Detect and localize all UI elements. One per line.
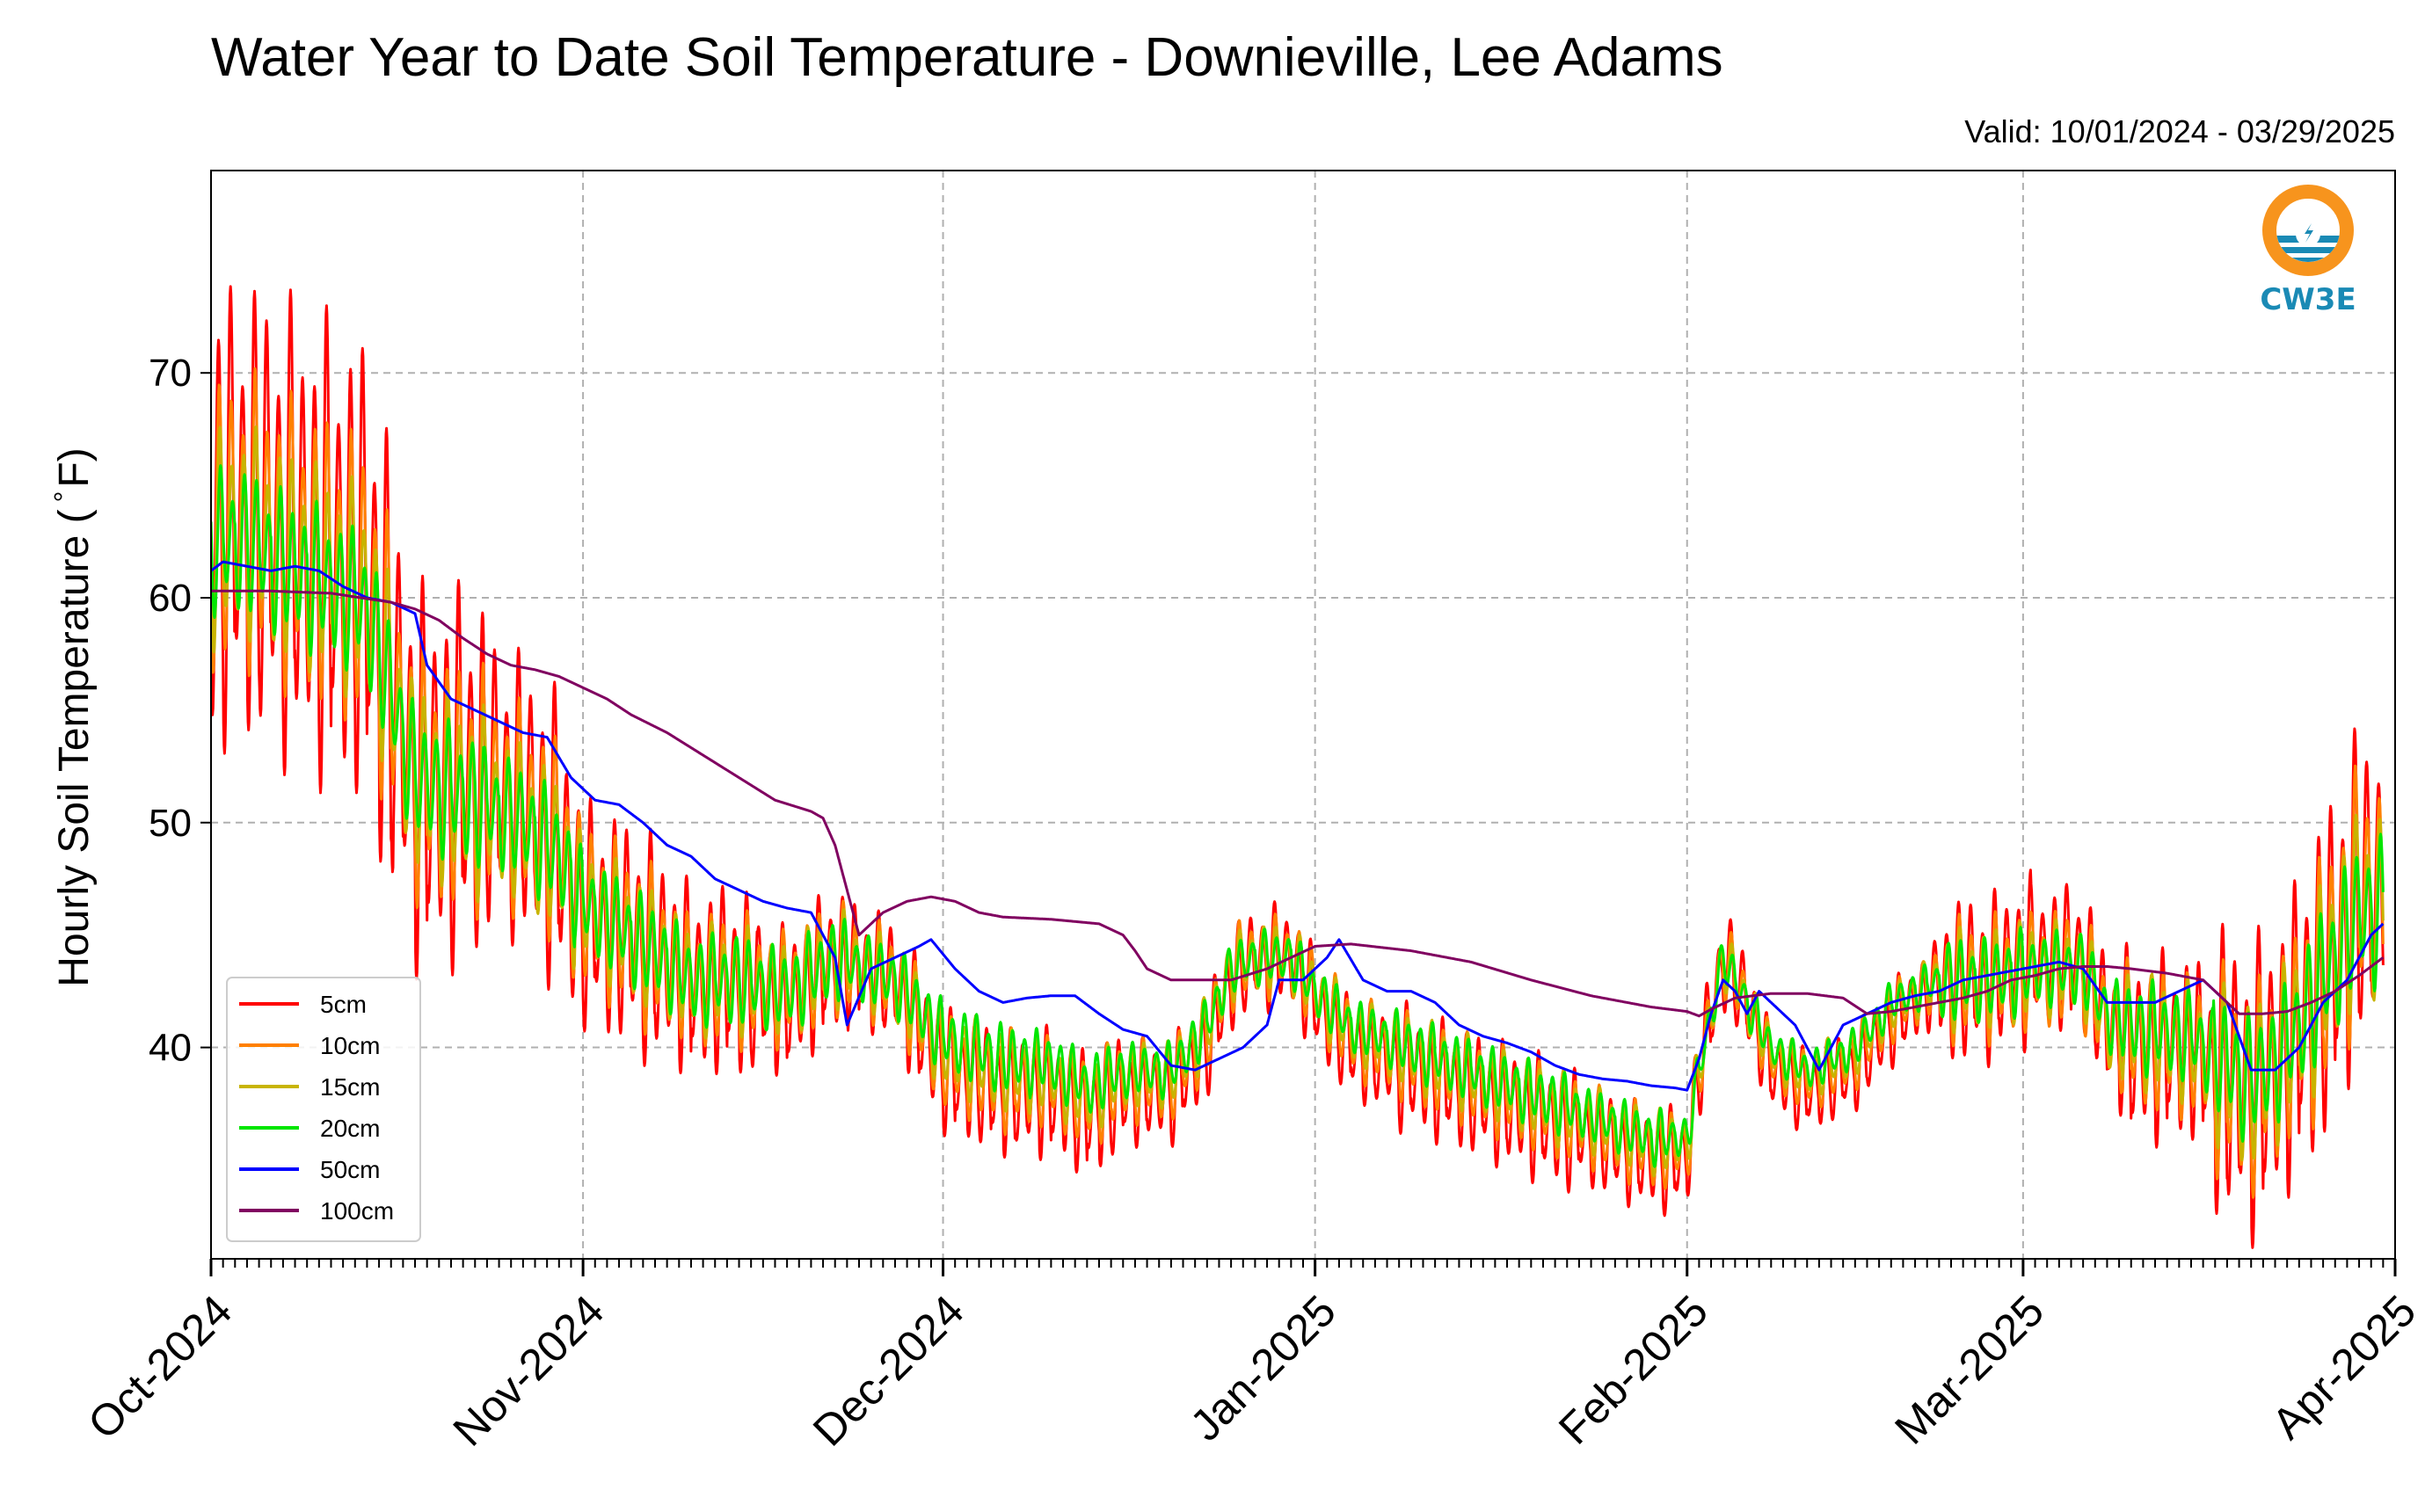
legend-label-100cm: 100cm: [320, 1197, 394, 1225]
chart-title: Water Year to Date Soil Temperature - Do…: [211, 27, 1723, 88]
x-tick-label: Oct-2024: [78, 1286, 241, 1449]
series-line-100cm: [211, 589, 2385, 1018]
cw3e-logo: CW3E: [2260, 185, 2356, 317]
x-tick-label: Mar-2025: [1885, 1286, 2053, 1454]
series-line-5cm: [211, 285, 2385, 1249]
y-tick-label: 50: [149, 802, 192, 845]
y-tick-label: 70: [149, 352, 192, 395]
series-line-20cm: [211, 464, 2385, 1168]
y-axis-ticks: 40 50 60 70: [149, 352, 211, 1070]
legend-label-20cm: 20cm: [320, 1115, 380, 1142]
legend-label-10cm: 10cm: [320, 1032, 380, 1059]
series-line-10cm: [211, 367, 2385, 1199]
grid-lines: [211, 171, 2395, 1259]
y-axis-label: Hourly Soil Temperature ( ° F): [48, 447, 98, 986]
y-tick-label: 40: [149, 1027, 192, 1070]
logo-text: CW3E: [2260, 282, 2356, 317]
series-layer: [211, 285, 2385, 1249]
x-axis-ticks: Oct-2024 Nov-2024 Dec-2024 Jan-2025 Feb-2025…: [78, 1259, 2425, 1456]
legend-label-5cm: 5cm: [320, 991, 367, 1018]
legend-label-50cm: 50cm: [320, 1156, 380, 1183]
series-line-15cm: [211, 425, 2385, 1178]
chart-subtitle: Valid: 10/01/2024 - 03/29/2025: [1964, 113, 2395, 149]
logo-ring-icon: [2262, 185, 2354, 276]
plot-frame: [210, 170, 2396, 1260]
logo-drop-icon: [2296, 207, 2320, 246]
x-tick-label: Feb-2025: [1549, 1286, 1717, 1454]
y-tick-label: 60: [149, 577, 192, 620]
x-tick-label: Jan-2025: [1181, 1286, 1345, 1450]
y-axis-label-main: Hourly Soil Temperature (: [51, 509, 98, 986]
x-tick-label: Nov-2024: [443, 1286, 613, 1456]
legend: 5cm 10cm 15cm 20cm 50cm 100cm: [226, 977, 421, 1242]
y-axis-label-unit: F): [51, 447, 98, 487]
legend-label-15cm: 15cm: [320, 1073, 380, 1101]
x-tick-label: Apr-2025: [2262, 1286, 2425, 1449]
x-tick-label: Dec-2024: [804, 1286, 973, 1456]
y-axis-label-degree: °: [48, 491, 80, 503]
series-line-50cm: [211, 560, 2385, 1092]
